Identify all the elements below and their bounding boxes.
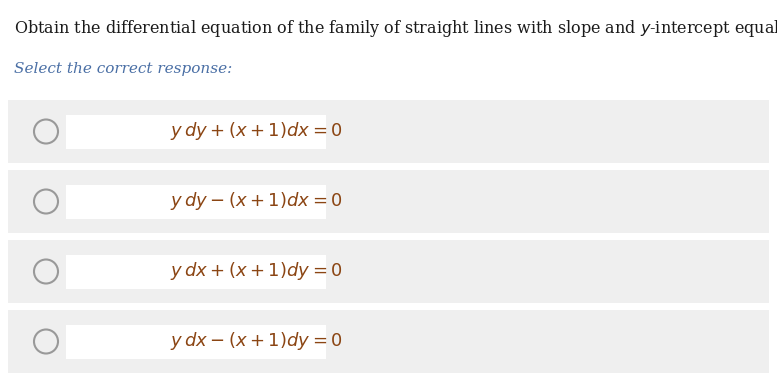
Text: $y\,dx - (x + 1)dy = 0$: $y\,dx - (x + 1)dy = 0$	[170, 330, 343, 353]
FancyBboxPatch shape	[66, 325, 326, 359]
FancyBboxPatch shape	[8, 170, 769, 233]
Text: Select the correct response:: Select the correct response:	[14, 62, 232, 76]
FancyBboxPatch shape	[66, 185, 326, 219]
FancyBboxPatch shape	[8, 100, 769, 163]
FancyBboxPatch shape	[8, 310, 769, 373]
FancyBboxPatch shape	[8, 240, 769, 303]
FancyBboxPatch shape	[66, 115, 326, 149]
Text: Obtain the differential equation of the family of straight lines with slope and : Obtain the differential equation of the …	[14, 18, 777, 39]
Text: $y\,dy - (x + 1)dx = 0$: $y\,dy - (x + 1)dx = 0$	[170, 190, 343, 212]
Text: $y\,dy + (x + 1)dx = 0$: $y\,dy + (x + 1)dx = 0$	[170, 120, 343, 142]
FancyBboxPatch shape	[66, 255, 326, 289]
Text: $y\,dx + (x + 1)dy = 0$: $y\,dx + (x + 1)dy = 0$	[170, 260, 343, 283]
